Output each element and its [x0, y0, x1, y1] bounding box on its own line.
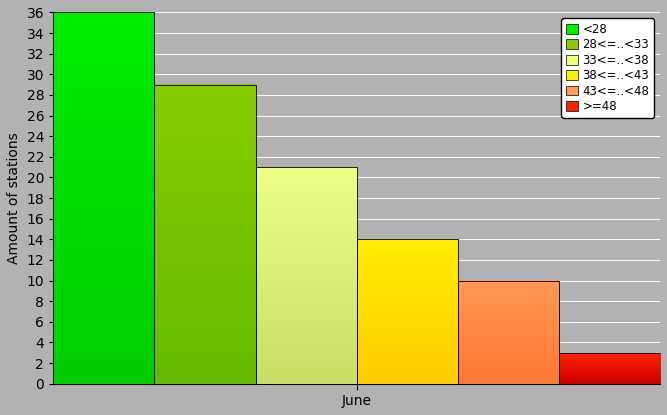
Bar	[255, 167, 357, 383]
Bar	[559, 353, 660, 383]
Y-axis label: Amount of stations: Amount of stations	[7, 132, 21, 264]
Bar	[53, 12, 154, 383]
Legend: <28, 28<=..<33, 33<=..<38, 38<=..<43, 43<=..<48, >=48: <28, 28<=..<33, 33<=..<38, 38<=..<43, 43…	[562, 18, 654, 117]
Bar	[458, 281, 559, 383]
Bar	[154, 85, 255, 383]
Bar	[357, 239, 458, 383]
